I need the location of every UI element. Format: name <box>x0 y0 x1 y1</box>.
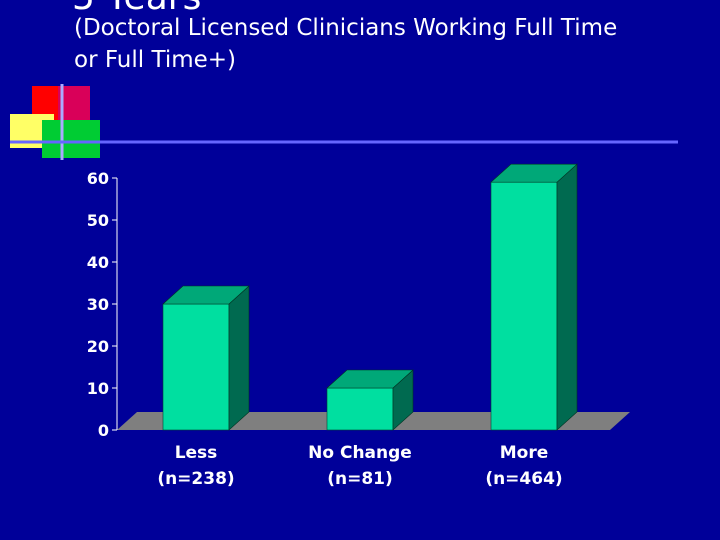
bar-chart: 0 10 20 30 40 50 60 Less (n=238) No Change (n=81)… <box>87 163 630 489</box>
category-label: No Change <box>308 443 412 463</box>
category-label: (n=464) <box>485 469 562 489</box>
y-tick-label: 60 <box>87 169 109 188</box>
bar-front <box>490 181 558 431</box>
bar-front <box>326 387 394 431</box>
bar-top <box>326 369 414 389</box>
category-labels: Less (n=238) No Change (n=81) More (n=464) <box>157 443 562 489</box>
bar-side <box>228 285 250 431</box>
logo-green-square <box>42 120 100 158</box>
bar-top <box>490 163 578 183</box>
y-tick-label: 0 <box>98 421 109 440</box>
category-label: Less <box>175 443 218 463</box>
subtitle-line-1: (Doctoral Licensed Clinicians Working Fu… <box>74 15 618 41</box>
bar <box>326 369 414 431</box>
category-label: (n=238) <box>157 469 234 489</box>
y-tick-label: 50 <box>87 211 109 230</box>
y-tick-label: 10 <box>87 379 109 398</box>
slide-subtitle: (Doctoral Licensed Clinicians Working Fu… <box>74 12 714 76</box>
category-label: (n=81) <box>327 469 393 489</box>
slide-title-fragment: 5 Years <box>72 0 201 18</box>
y-tick-label: 30 <box>87 295 109 314</box>
bar <box>490 163 578 431</box>
subtitle-line-2: or Full Time+) <box>74 47 237 73</box>
bar-top <box>162 285 250 305</box>
y-axis-ticks: 0 10 20 30 40 50 60 <box>87 169 117 440</box>
bar-front <box>162 303 230 431</box>
bar <box>162 285 250 431</box>
bars-group <box>162 163 578 431</box>
y-tick-label: 40 <box>87 253 109 272</box>
y-tick-label: 20 <box>87 337 109 356</box>
category-label: More <box>500 443 549 463</box>
bar-side <box>556 163 578 431</box>
decorative-logo-graphic <box>10 84 678 160</box>
